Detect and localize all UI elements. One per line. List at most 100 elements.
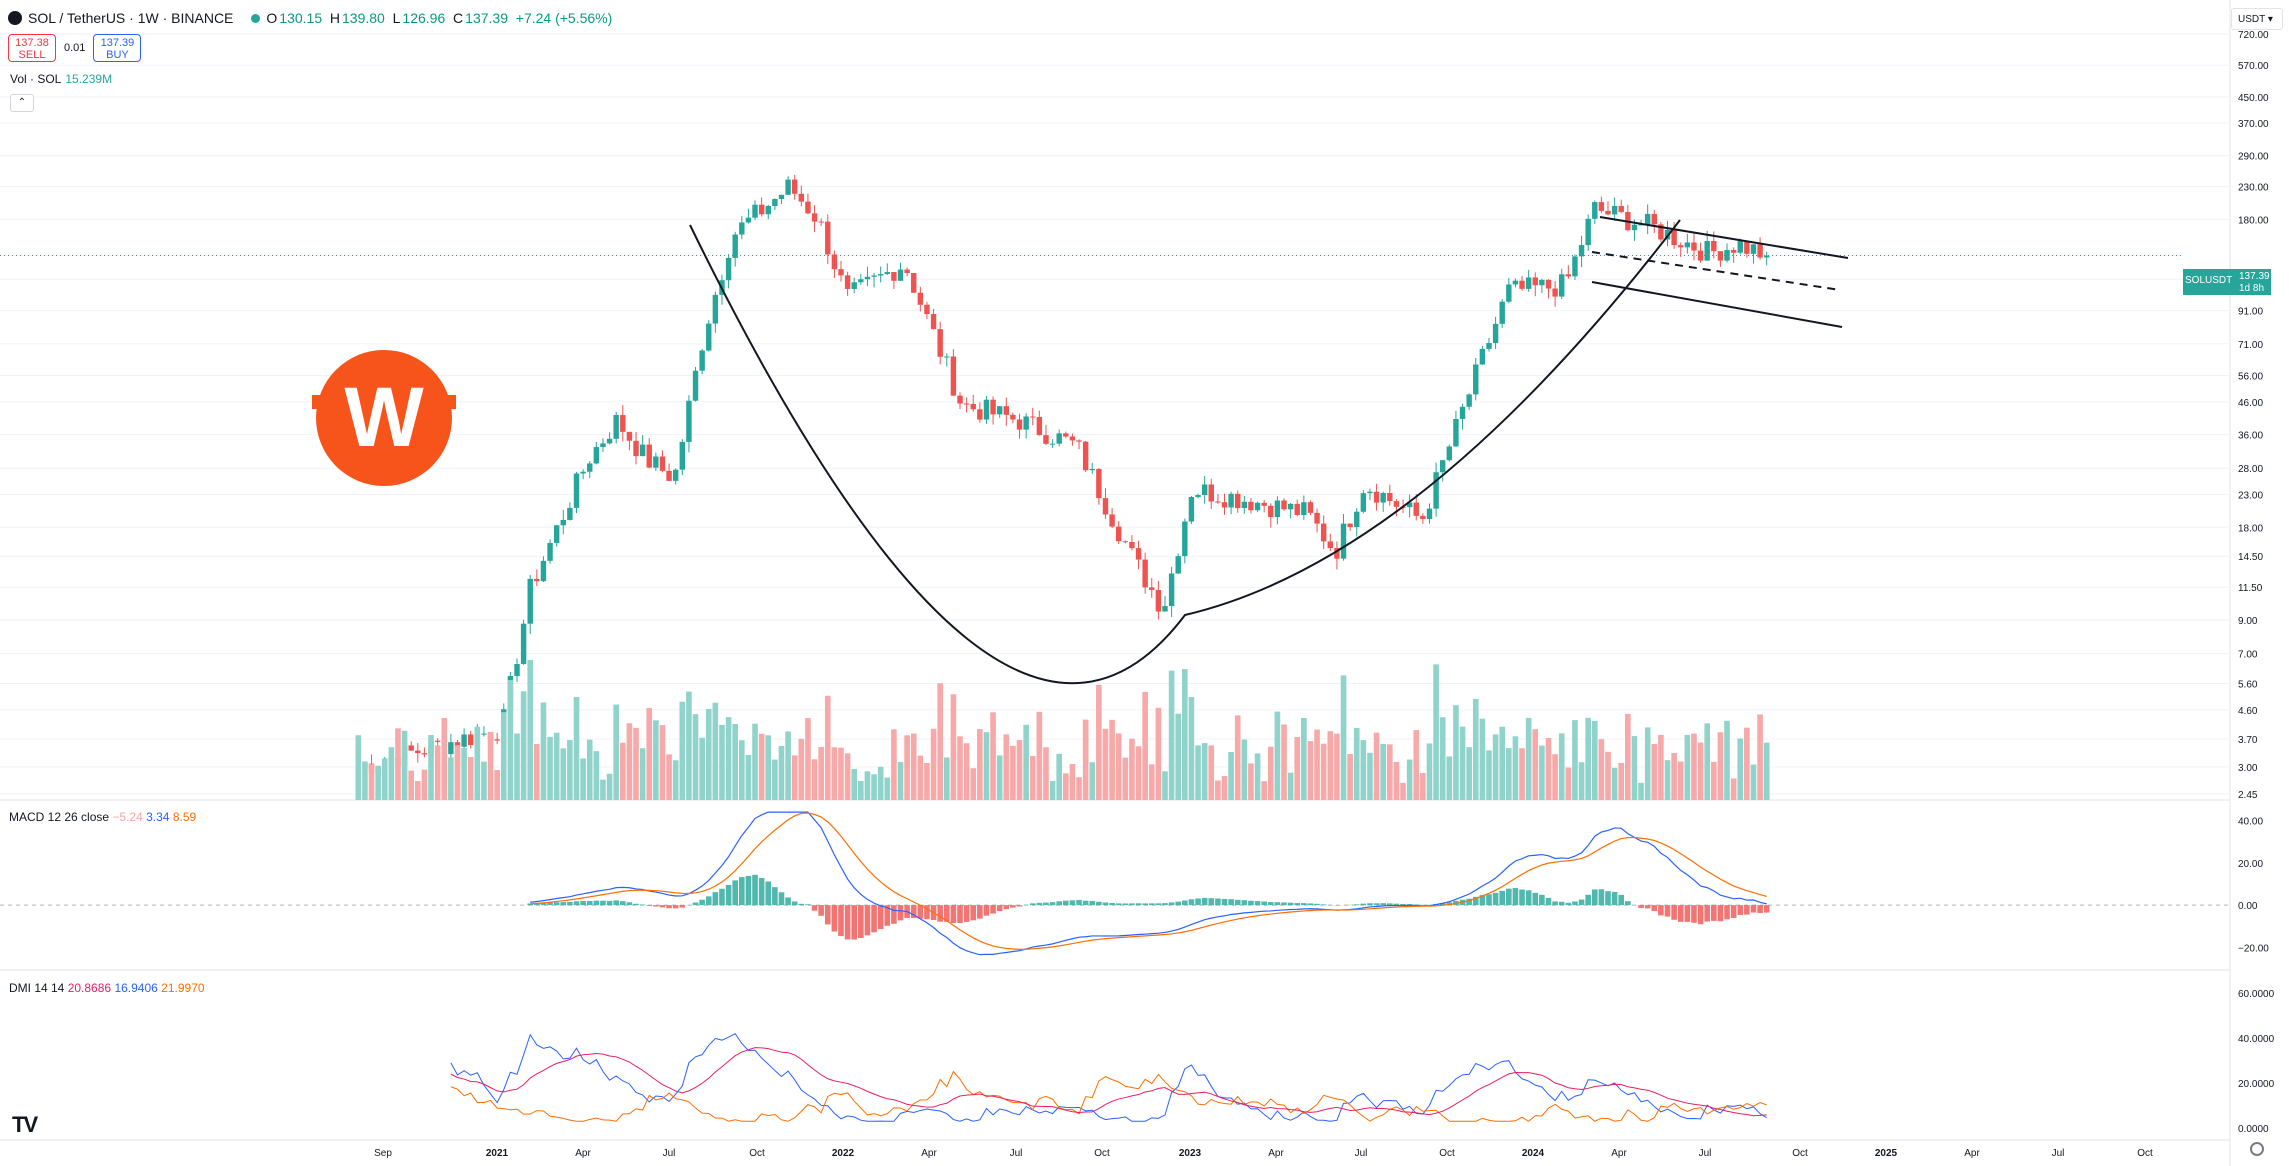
macd-hist-bar (752, 874, 758, 906)
candle-body (1638, 224, 1644, 226)
macd-hist-bar (1446, 902, 1453, 906)
time-axis-label: Oct (1439, 1148, 1455, 1159)
volume-bar (1307, 741, 1314, 800)
volume-bar (1082, 719, 1089, 800)
volume-bar (1459, 726, 1466, 800)
macd-hist-bar (785, 897, 791, 906)
candle-body (1188, 497, 1195, 522)
volume-bar (791, 755, 798, 800)
time-axis-label: Jul (1010, 1148, 1023, 1159)
volume-bar (1730, 778, 1737, 800)
volume-bar (1201, 743, 1208, 800)
volume-bar (818, 747, 824, 800)
volume-bar (381, 758, 388, 800)
macd-hist-bar (1367, 903, 1373, 906)
volume-bar (1135, 746, 1142, 800)
tradingview-logo[interactable]: TV (12, 1112, 38, 1137)
volume-bar (1148, 764, 1155, 800)
volume-bar (1367, 752, 1373, 800)
candle-body (1334, 548, 1340, 559)
candle-body (1367, 491, 1373, 494)
macd-hist-bar (600, 900, 606, 906)
price-axis-label: 570.00 (2238, 61, 2269, 72)
currency-select[interactable]: USDT ▾ (2231, 8, 2283, 30)
volume-bar (1611, 767, 1618, 800)
volume-bar (567, 740, 573, 800)
candle-body (547, 542, 553, 561)
volume-bar (1129, 738, 1135, 800)
macd-hist-bar (1472, 896, 1479, 906)
settings-gear-icon[interactable] (2250, 1142, 2264, 1156)
macd-hist-bar (943, 905, 950, 922)
volume-bar (573, 696, 580, 800)
volume-bar (1684, 734, 1691, 800)
candle-body (818, 221, 824, 223)
candle-body (1149, 587, 1155, 590)
volume-legend[interactable]: Vol · SOL 15.239M (10, 72, 113, 86)
volume-bar (996, 755, 1003, 800)
volume-bar (1724, 720, 1730, 800)
volume-bar (1506, 748, 1512, 800)
volume-bar (1056, 753, 1062, 800)
volume-bar (395, 728, 401, 800)
sell-button[interactable]: 137.38 SELL (8, 34, 56, 62)
macd-hist-bar (1380, 903, 1386, 906)
volume-bar (1433, 664, 1439, 800)
candle-body (626, 431, 633, 441)
volume-bar (441, 718, 448, 800)
macd-legend[interactable]: MACD 12 26 close −5.24 3.34 8.59 (9, 810, 197, 824)
macd-hist-bar (1386, 903, 1393, 906)
collapse-legend-button[interactable]: ⌃ (10, 94, 34, 112)
macd-hist-bar (1539, 894, 1545, 906)
volume-bar (1585, 717, 1591, 800)
candle-body (613, 415, 619, 439)
volume-bar (580, 758, 586, 800)
volume-bar (1102, 728, 1109, 800)
candle-body (871, 275, 877, 277)
volume-bar (1122, 757, 1129, 800)
macd-hist-bar (666, 905, 672, 909)
volume-bar (692, 714, 699, 800)
macd-hist-bar (1267, 902, 1274, 906)
candle-body (1175, 556, 1181, 574)
volume-bar (937, 683, 943, 800)
candle-body (434, 740, 441, 742)
volume-bar (1625, 713, 1631, 800)
volume-bar (910, 733, 917, 800)
symbol-title[interactable]: SOL / TetherUS · 1W · BINANCE (28, 10, 234, 26)
candle-body (712, 294, 719, 324)
dmi-legend[interactable]: DMI 14 14 20.8686 16.9406 21.9970 (9, 981, 205, 995)
price-axis-label: 180.00 (2238, 215, 2269, 226)
volume-bar (1208, 745, 1215, 800)
volume-bar (877, 766, 884, 800)
macd-hist-bar (1261, 901, 1267, 906)
macd-hist-bar (1241, 900, 1248, 906)
buy-button[interactable]: 137.39 BUY (93, 34, 142, 62)
candle-body (805, 201, 811, 214)
volume-bar (1737, 738, 1744, 800)
macd-hist-bar (977, 905, 983, 919)
volume-bar (1598, 739, 1605, 800)
volume-bar (778, 745, 785, 800)
macd-hist-bar (1320, 904, 1327, 906)
macd-hist-bar (1307, 903, 1314, 906)
candle-body (1671, 229, 1677, 246)
volume-bar (1644, 727, 1651, 800)
volume-bar (388, 747, 395, 800)
candle-body (1479, 348, 1486, 365)
volume-bar (461, 748, 467, 800)
candle-body (752, 204, 758, 218)
time-axis-label: Apr (1268, 1148, 1284, 1159)
volume-bar (758, 733, 765, 800)
candle-body (1763, 255, 1770, 258)
candle-body (1221, 502, 1228, 508)
volume-bar (1519, 748, 1525, 800)
volume-bar (765, 735, 772, 800)
macd-hist-bar (811, 905, 818, 911)
volume-bar (368, 764, 375, 800)
volume-bar (408, 770, 415, 800)
macd-hist-bar (871, 905, 877, 933)
